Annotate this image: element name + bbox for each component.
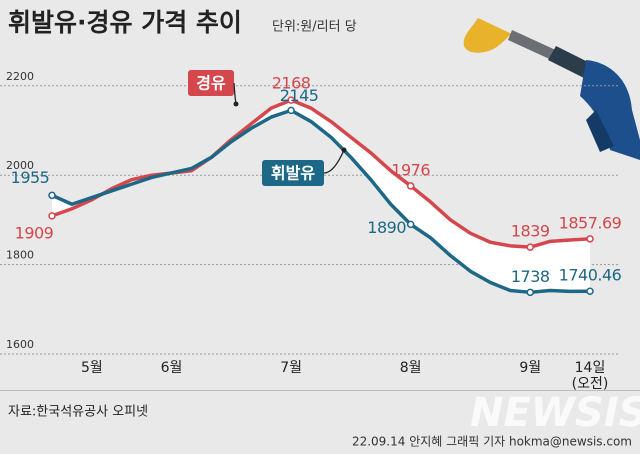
x-tick-label: 14일 (오전) [571, 360, 609, 392]
x-tick-label: 9월 [519, 360, 542, 376]
value-label: 2168 [272, 74, 311, 93]
value-label: 1955 [11, 168, 50, 187]
value-label: 1839 [511, 222, 550, 241]
x-tick-label: 7월 [280, 360, 303, 376]
y-tick-label: 2000 [6, 159, 34, 172]
legend-arrow-head [233, 101, 239, 107]
legend-box [262, 160, 324, 186]
point [406, 182, 415, 190]
point [406, 220, 415, 229]
line [51, 98, 591, 249]
point [287, 106, 295, 115]
watermark: NEWSIS [470, 390, 640, 436]
point [48, 212, 56, 220]
divider [0, 390, 640, 391]
value-label: 1890 [367, 218, 406, 237]
gap-band [52, 100, 590, 293]
y-tick-label: 2200 [6, 70, 34, 83]
value-label: 1909 [15, 223, 54, 242]
series: 1955 2145 1890 1738 1740.46 [11, 86, 622, 297]
value-label: 1976 [391, 160, 430, 179]
x-tick-label: 6월 [160, 360, 183, 376]
x-tick-label: 5월 [80, 360, 103, 376]
credit: 22.09.14 안지혜 그래픽 기자 hokma@newsis.com [352, 435, 632, 449]
point [526, 243, 534, 251]
value-label: 1857.69 [559, 213, 622, 232]
chart-title: 휘발유·경유 가격 추이 [8, 8, 242, 37]
y-tick-label: 1600 [6, 338, 34, 351]
point [48, 191, 56, 200]
value-label: 1740.46 [559, 266, 622, 285]
point [526, 288, 534, 297]
value-label: 2145 [280, 86, 319, 105]
chart-subtitle: 단위:원/리터 당 [272, 20, 357, 35]
legend-label: 경유 [196, 74, 226, 93]
legend-box [188, 70, 234, 96]
source: 자료:한국석유공사 오피넷 [8, 405, 148, 420]
point [287, 96, 295, 104]
value-label: 1738 [511, 267, 550, 286]
point [586, 235, 594, 243]
legend-arrow [233, 82, 237, 105]
legend-arrow [323, 149, 345, 174]
legend-arrow-head [341, 147, 347, 153]
x-tick-label: 8월 [399, 360, 422, 376]
line [51, 108, 591, 295]
y-tick-label: 1800 [6, 249, 34, 262]
series: 1909 2168 1976 1839 1857.69 [15, 74, 622, 251]
fuel-nozzle [463, 18, 640, 160]
legend-label: 휘발유 [271, 164, 315, 183]
point [586, 287, 594, 295]
